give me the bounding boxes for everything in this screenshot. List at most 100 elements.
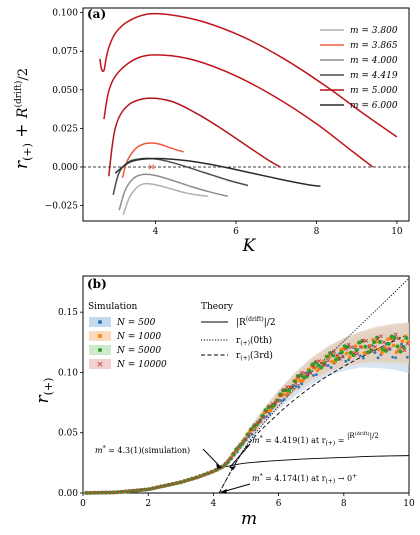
data-point xyxy=(283,393,287,397)
data-point xyxy=(377,347,381,352)
data-point xyxy=(319,365,324,370)
data-point xyxy=(367,345,372,350)
data-point xyxy=(391,355,395,359)
arrow-head xyxy=(220,489,228,494)
data-point xyxy=(223,461,228,466)
data-point xyxy=(399,345,404,350)
data-point xyxy=(143,487,148,492)
simulation-legend: Simulation N = 500 N = 1000 N = 5000 × N = 10… xyxy=(88,302,167,370)
data-point xyxy=(140,488,145,492)
data-point xyxy=(147,487,152,492)
y-tick-label: 0.100 xyxy=(52,9,78,19)
legend-label: N = 1000 xyxy=(116,332,161,342)
annotation-zero: m* = 4.174(1) at r(+) → 0+ xyxy=(252,473,357,485)
data-point xyxy=(258,418,263,423)
theory-curve-0 xyxy=(82,455,410,494)
x-tick-label: 10 xyxy=(403,499,415,509)
data-point xyxy=(273,401,278,405)
data-point xyxy=(123,489,128,494)
data-point xyxy=(251,424,256,429)
data-point xyxy=(338,356,342,361)
data-point xyxy=(163,483,168,488)
simulation-legend-title: Simulation xyxy=(88,302,138,312)
data-point xyxy=(120,489,125,494)
arrow-head xyxy=(216,463,223,469)
data-point xyxy=(229,455,234,460)
data-point xyxy=(89,490,94,495)
y-axis-label: r(+) + R(drift)/2 xyxy=(12,68,34,169)
data-point xyxy=(268,412,271,415)
data-point xyxy=(105,490,110,495)
data-point xyxy=(292,379,297,384)
data-point xyxy=(335,353,339,358)
data-point xyxy=(362,351,367,355)
data-point xyxy=(257,419,262,424)
data-point xyxy=(347,355,352,359)
annotations: m* = 4.3(1)(simulation) m* = 4.419(1) at … xyxy=(95,430,379,494)
data-point xyxy=(393,332,398,337)
data-point xyxy=(255,420,260,425)
data-point xyxy=(116,490,121,494)
curve-1 xyxy=(121,142,184,178)
data-point xyxy=(400,339,405,343)
data-point xyxy=(265,415,268,419)
data-point xyxy=(370,349,375,354)
data-point xyxy=(235,446,240,451)
data-point xyxy=(194,475,199,480)
data-point xyxy=(406,340,411,344)
data-point xyxy=(402,348,407,353)
legend-swatch xyxy=(89,359,111,369)
data-point xyxy=(205,471,210,476)
data-point xyxy=(380,350,384,355)
x-tick-label: 4 xyxy=(211,499,217,509)
data-point xyxy=(352,351,357,355)
data-point xyxy=(171,481,176,486)
panel-label: (b) xyxy=(87,277,107,291)
data-point xyxy=(291,385,295,390)
data-point xyxy=(346,342,351,347)
data-point xyxy=(182,479,187,484)
data-point xyxy=(162,483,167,488)
data-point xyxy=(111,490,116,495)
data-point xyxy=(93,490,98,495)
data-point xyxy=(241,439,245,444)
data-point xyxy=(329,351,333,356)
data-point xyxy=(326,358,331,363)
data-point xyxy=(131,488,136,493)
data-point xyxy=(226,459,231,464)
x-tick-label: 2 xyxy=(145,499,151,509)
data-point xyxy=(174,481,179,486)
legend-label: r(+)(0th) xyxy=(236,335,272,347)
data-point xyxy=(179,480,184,484)
x-axis-label: m xyxy=(241,509,257,529)
data-point xyxy=(232,451,237,456)
data-point xyxy=(249,427,254,432)
data-point xyxy=(326,364,330,367)
data-point xyxy=(344,351,349,356)
x-tick-label: 6 xyxy=(276,499,282,509)
x-axis-label: K xyxy=(242,236,257,256)
data-point xyxy=(135,488,140,493)
data-point xyxy=(358,345,363,350)
curve-7 xyxy=(99,12,398,138)
data-point xyxy=(198,474,203,479)
data-point xyxy=(351,353,356,358)
data-point xyxy=(366,350,371,355)
curve-5 xyxy=(114,157,321,188)
data-point xyxy=(398,349,403,354)
data-point xyxy=(355,351,360,356)
data-point xyxy=(390,338,395,343)
data-point xyxy=(124,489,129,494)
data-point xyxy=(88,490,93,495)
legend-label: m = 4.000 xyxy=(350,56,398,66)
data-point xyxy=(128,489,133,493)
data-point xyxy=(97,490,102,495)
data-point xyxy=(388,347,392,351)
data-point xyxy=(191,476,196,481)
data-point xyxy=(252,422,257,427)
data-point xyxy=(348,350,353,355)
data-point xyxy=(127,489,132,494)
data-point xyxy=(317,359,322,363)
data-point xyxy=(244,437,248,441)
